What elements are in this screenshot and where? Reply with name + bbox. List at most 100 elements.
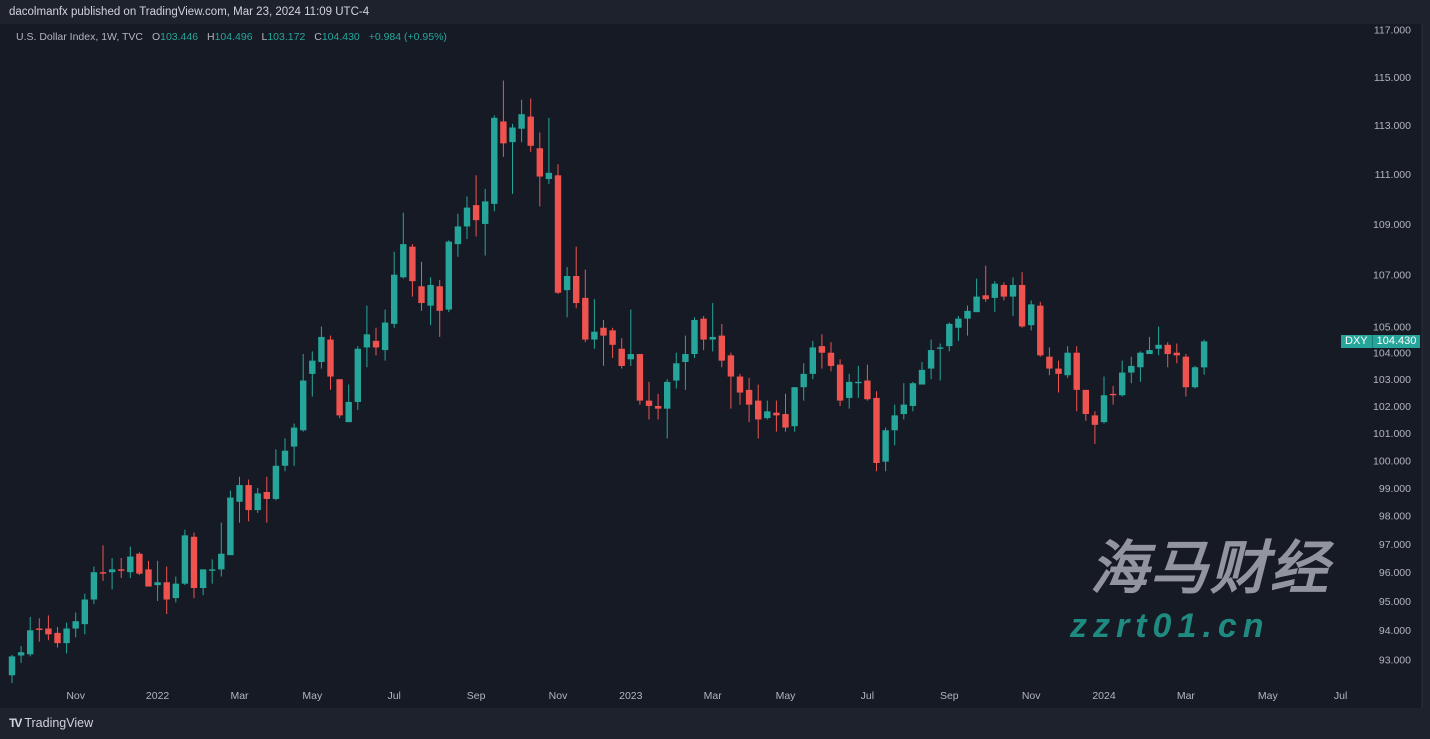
- candle: [17, 646, 25, 663]
- candle-body: [336, 379, 343, 416]
- candle-body: [709, 336, 716, 340]
- candle-body: [163, 582, 170, 600]
- candle-body: [736, 376, 744, 393]
- candle: [163, 566, 170, 614]
- tradingview-logo[interactable]: TV TradingView: [9, 716, 93, 730]
- candle-body: [1200, 341, 1208, 368]
- candle: [199, 569, 207, 596]
- candle: [181, 529, 189, 586]
- time-tick-label: May: [302, 690, 323, 702]
- candle: [745, 377, 753, 423]
- candle-body: [99, 572, 107, 574]
- candle-body: [1073, 352, 1080, 390]
- time-tick-label: Mar: [704, 690, 723, 702]
- candle: [873, 391, 880, 472]
- candle-body: [418, 286, 425, 304]
- candle-body: [190, 536, 198, 588]
- change-value: +0.984 (+0.95%): [368, 31, 447, 43]
- price-tick-label: 105.000: [1373, 321, 1411, 333]
- candle: [955, 316, 962, 341]
- candle: [918, 361, 926, 385]
- candle: [1028, 300, 1035, 331]
- candle-body: [1128, 365, 1135, 373]
- candle-body: [836, 364, 844, 401]
- candle-body: [1055, 368, 1062, 374]
- candle-body: [991, 283, 998, 298]
- candle-body: [391, 274, 398, 324]
- candle-body: [946, 323, 953, 347]
- candle-body: [17, 652, 25, 656]
- candle: [463, 196, 471, 240]
- candle: [509, 123, 516, 194]
- symbol-title[interactable]: U.S. Dollar Index, 1W, TVC: [16, 31, 144, 43]
- price-axis[interactable]: 93.000 94.000 95.000 96.000 97.000 98.000 99.0…: [1373, 25, 1411, 667]
- candle-body: [491, 117, 498, 204]
- candle: [800, 363, 807, 401]
- price-tick-label: 117.000: [1374, 25, 1411, 37]
- time-axis[interactable]: Nov 2022 Mar May Jul Sep Nov 2023 Mar May Jul Sep No…: [66, 690, 1347, 702]
- candle: [54, 627, 61, 648]
- candle-body: [518, 114, 525, 129]
- candle: [272, 449, 280, 501]
- candle-body: [136, 553, 143, 574]
- candles-layer: [8, 80, 1208, 683]
- candle-body: [1146, 350, 1153, 355]
- candle: [27, 616, 34, 657]
- candle: [1046, 347, 1053, 376]
- candle: [927, 339, 935, 380]
- candle-body: [891, 415, 898, 431]
- high-value: 104.496: [214, 31, 253, 43]
- candle: [827, 342, 835, 372]
- candle-body: [1000, 284, 1008, 297]
- candle: [391, 251, 398, 328]
- candle-body: [882, 430, 889, 462]
- candle: [573, 246, 580, 309]
- candle-body: [654, 405, 662, 409]
- candle: [209, 559, 216, 584]
- price-tick-label: 96.000: [1379, 567, 1411, 579]
- candle-body: [81, 599, 88, 625]
- candle-body: [1028, 304, 1035, 326]
- candle-body: [864, 380, 871, 400]
- candle-body: [436, 286, 443, 311]
- candle-body: [791, 387, 798, 427]
- candle-body: [873, 397, 880, 464]
- candle-body: [327, 339, 334, 377]
- candle: [709, 303, 716, 352]
- candle: [418, 261, 425, 311]
- tradingview-logo-icon: TV: [9, 716, 22, 730]
- candle-body: [1064, 352, 1071, 376]
- publish-header: dacolmanfx published on TradingView.com,…: [0, 0, 1430, 24]
- candle: [45, 615, 52, 641]
- candle-body: [400, 244, 407, 278]
- price-tick-label: 111.000: [1375, 169, 1412, 181]
- candle-body: [609, 330, 616, 345]
- publish-info: dacolmanfx published on TradingView.com,…: [9, 6, 370, 18]
- candle: [609, 327, 616, 358]
- candle: [108, 557, 116, 590]
- time-tick-label: Nov: [549, 690, 568, 702]
- time-tick-label: Jul: [387, 690, 400, 702]
- candle: [554, 164, 562, 295]
- candle: [290, 423, 298, 466]
- candle: [1137, 351, 1144, 382]
- candle-body: [554, 175, 562, 293]
- candle-body: [982, 295, 989, 300]
- price-tick-label: 100.000: [1373, 455, 1411, 467]
- candle: [1119, 360, 1126, 397]
- candle: [1191, 365, 1199, 389]
- time-tick-label: Nov: [1022, 690, 1041, 702]
- candle-body: [318, 336, 325, 362]
- candle: [1018, 272, 1026, 328]
- candle-body: [800, 373, 807, 388]
- price-tick-label: 94.000: [1379, 625, 1411, 637]
- candle-body: [363, 334, 371, 348]
- candle: [682, 335, 689, 390]
- candle-body: [636, 354, 644, 401]
- candle-body: [664, 381, 671, 409]
- candle-body: [272, 465, 280, 499]
- candle: [755, 384, 762, 439]
- candle: [900, 383, 907, 420]
- candle-body: [718, 335, 725, 361]
